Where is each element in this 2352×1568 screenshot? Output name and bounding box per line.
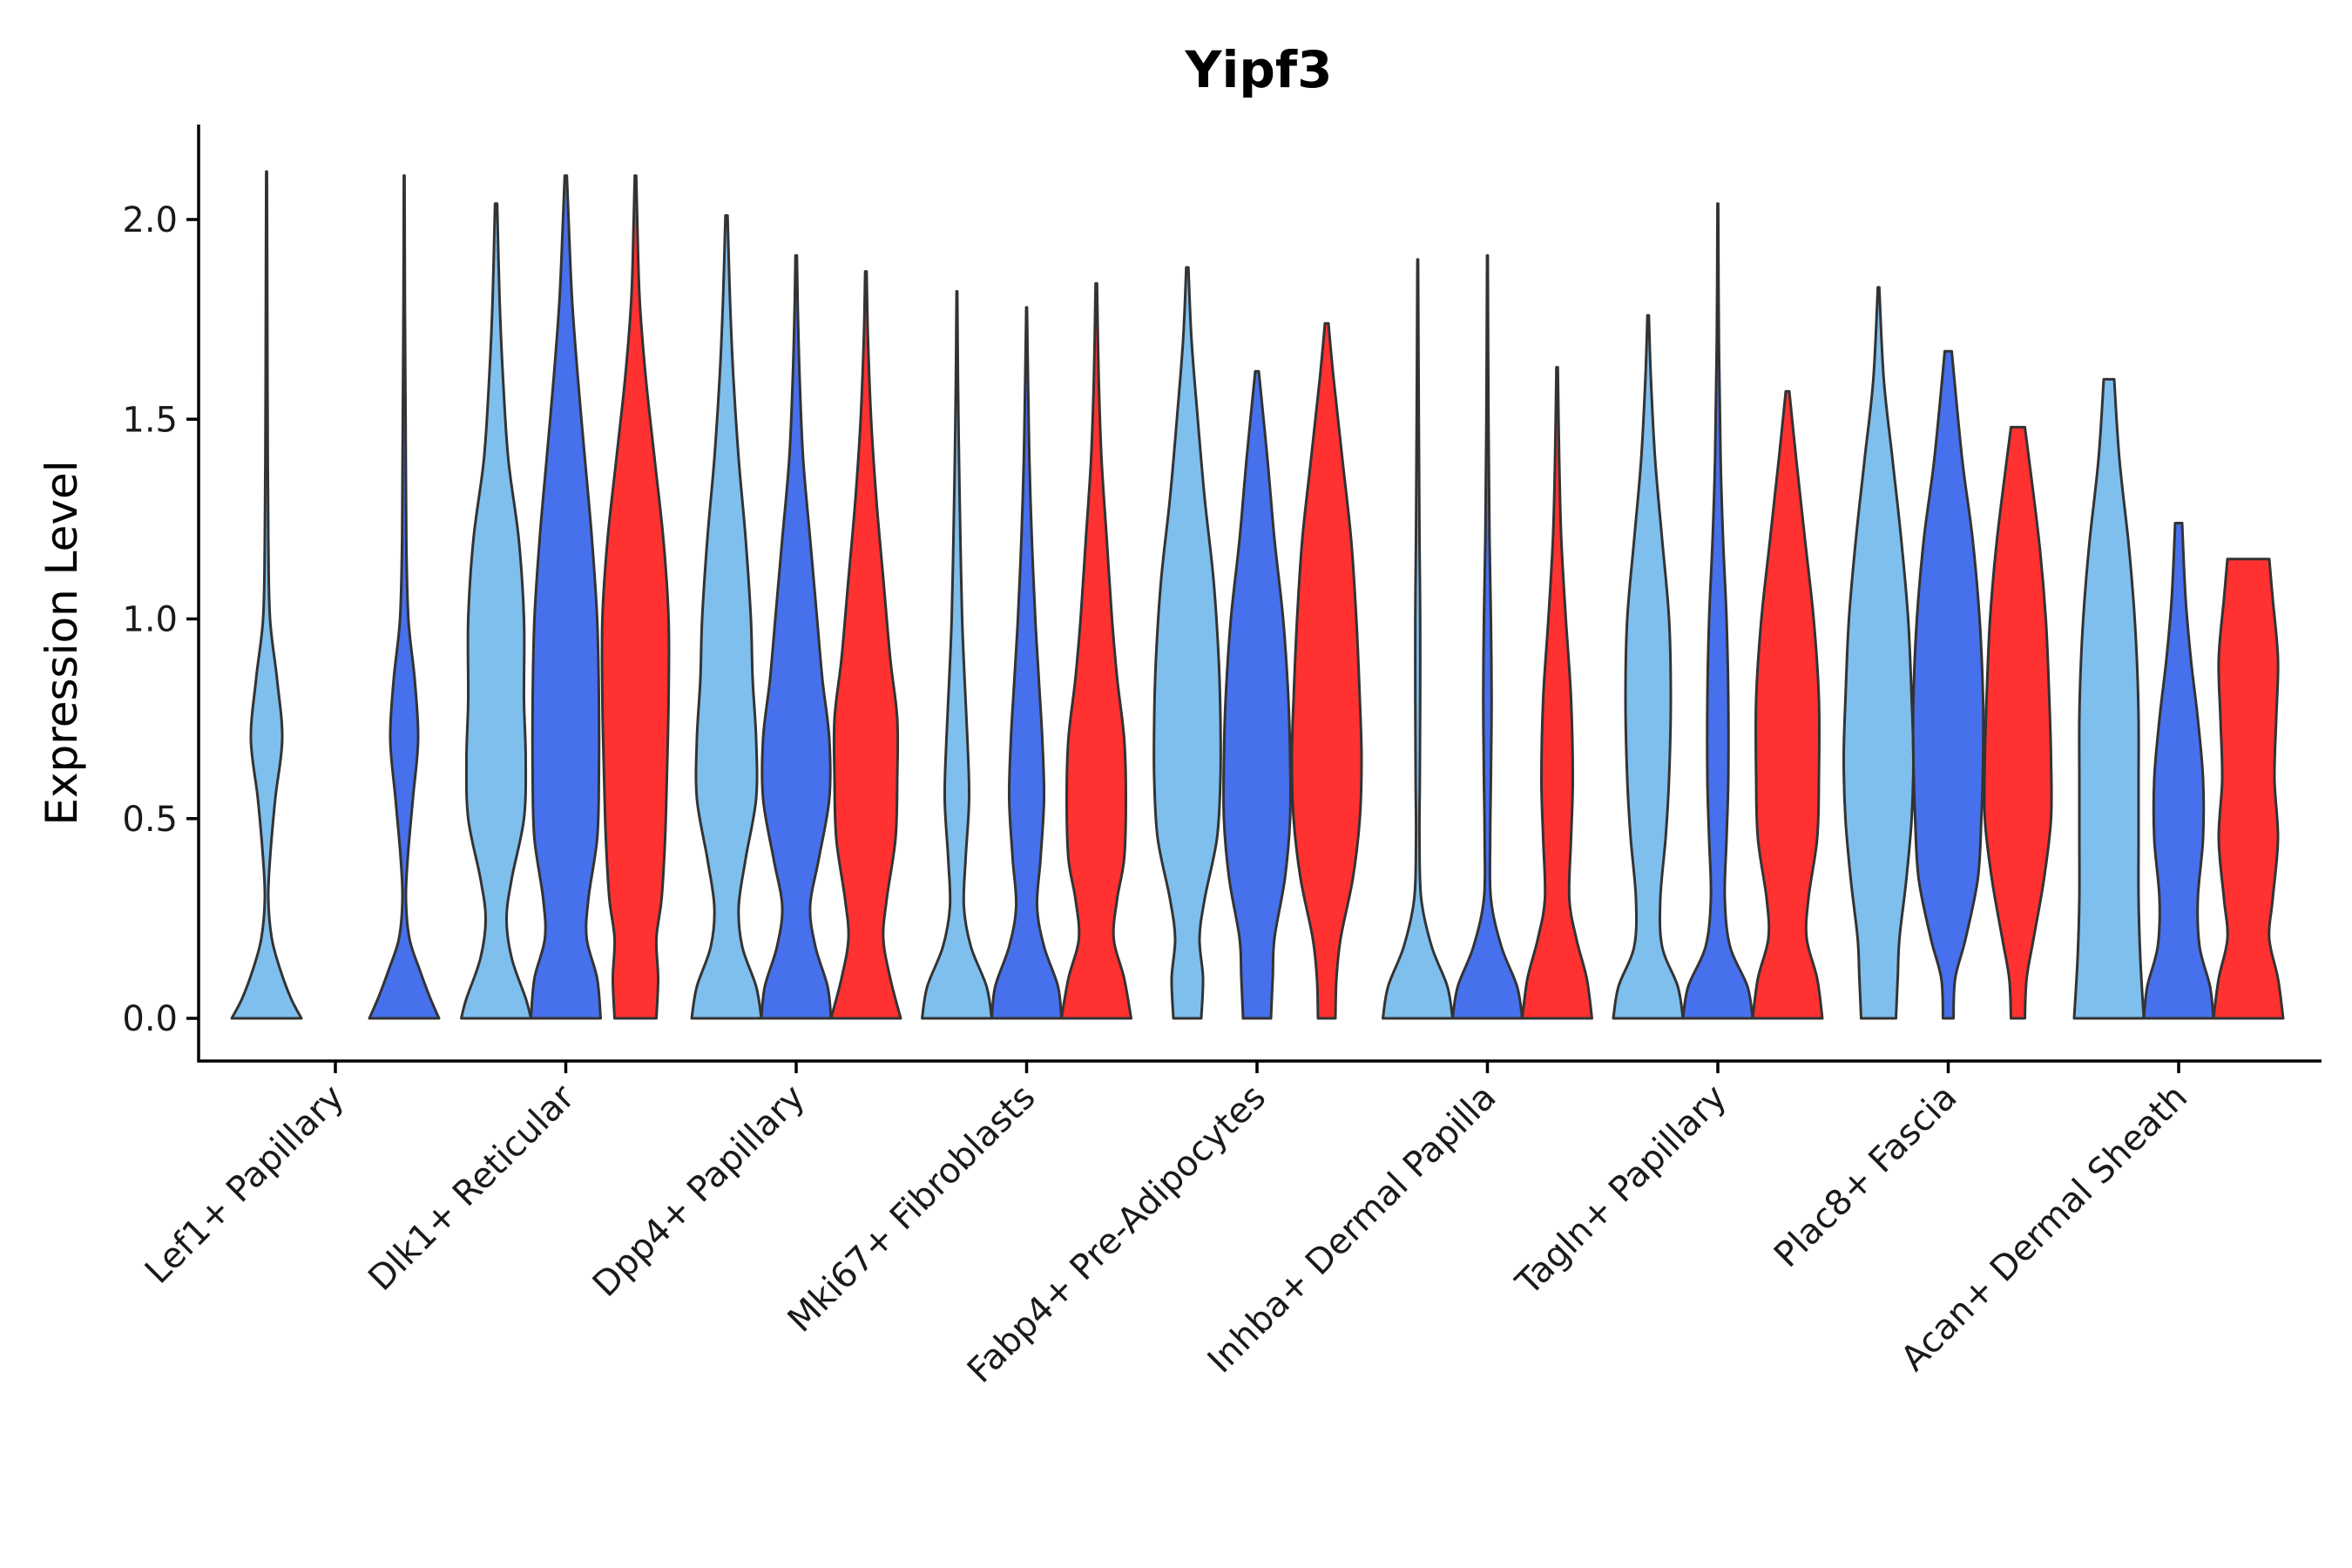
- violin-8-c: [1983, 425, 2053, 1020]
- chart-title: Yipf3: [1185, 40, 1333, 99]
- violin-4-a: [921, 290, 993, 1020]
- violin-9-b: [2142, 522, 2215, 1020]
- violin-3-b: [760, 253, 833, 1020]
- violin-7-b: [1681, 202, 1754, 1020]
- violin-4-c: [1060, 281, 1132, 1020]
- y-axis-ticks: 0.0 0.5 1.0 1.5 2.0: [122, 200, 199, 1039]
- x-tick-label: Mki67+ Fibroblasts: [781, 1078, 1044, 1341]
- y-tick-label: 0.5: [122, 800, 178, 840]
- violin-7-c: [1751, 389, 1824, 1020]
- x-tick-label: Plac8+ Fascia: [1767, 1078, 1965, 1276]
- violin-5-b: [1221, 369, 1293, 1020]
- violin-2-b: [530, 174, 602, 1020]
- axis-lines: [197, 125, 2322, 1063]
- x-tick-label: Tagln+ Papillary: [1508, 1078, 1734, 1304]
- x-axis-ticks: Lef1+ Papillary Dlk1+ Reticular Dpp4+ Papi…: [138, 1061, 2195, 1391]
- violin-6-a: [1382, 258, 1454, 1020]
- y-tick-label: 2.0: [122, 200, 178, 240]
- violin-7-a: [1612, 314, 1685, 1020]
- violin-9-c: [2212, 558, 2285, 1020]
- violin-3-a: [690, 213, 763, 1020]
- violin-1-b: [368, 174, 441, 1020]
- violin-layer: [230, 170, 2285, 1020]
- violin-2-a: [460, 202, 532, 1020]
- x-tick-label: Dlk1+ Reticular: [361, 1077, 583, 1299]
- y-tick-label: 1.0: [122, 600, 178, 640]
- violin-3-c: [829, 270, 902, 1020]
- violin-9-a: [2072, 377, 2146, 1020]
- violin-8-b: [1911, 349, 1985, 1020]
- violin-1-a: [230, 170, 303, 1020]
- violin-2-c: [600, 174, 671, 1020]
- violin-4-b: [990, 306, 1063, 1020]
- y-axis-label: Expression Level: [37, 460, 87, 825]
- y-tick-label: 1.5: [122, 400, 178, 440]
- y-tick-label: 0.0: [122, 999, 178, 1039]
- x-tick-label: Lef1+ Papillary: [138, 1078, 352, 1292]
- violin-6-c: [1521, 366, 1593, 1020]
- violin-5-a: [1152, 266, 1222, 1020]
- violin-5-c: [1290, 321, 1363, 1020]
- violin-8-a: [1842, 286, 1915, 1020]
- violin-6-b: [1451, 253, 1524, 1020]
- x-tick-label: Dpp4+ Papillary: [585, 1078, 813, 1305]
